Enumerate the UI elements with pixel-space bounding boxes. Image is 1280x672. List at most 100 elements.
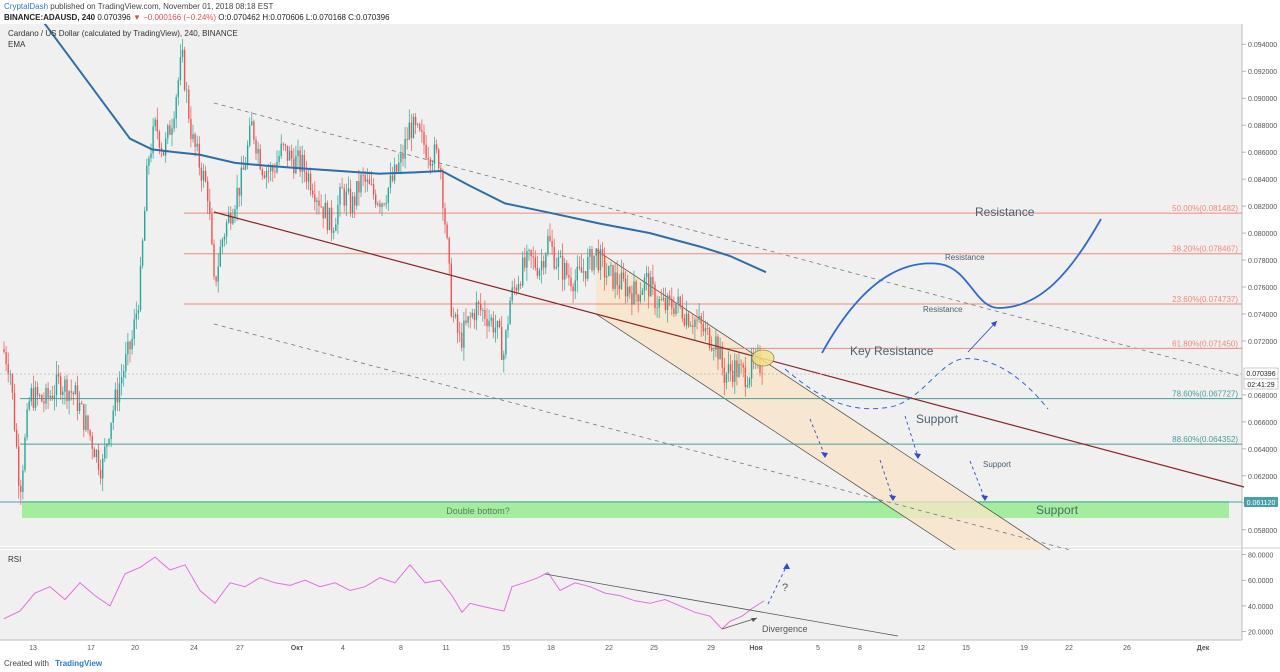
candle-body <box>486 318 488 327</box>
candle-body <box>687 313 690 327</box>
candle-body <box>72 392 74 395</box>
candle-body <box>402 153 404 159</box>
candle-body <box>55 373 58 396</box>
candle-body <box>599 249 602 271</box>
candle-body <box>234 209 236 218</box>
candle-body <box>368 179 371 185</box>
rsi-support-arrow-head <box>751 618 757 622</box>
candle-body <box>660 299 662 300</box>
candle-body <box>750 356 753 379</box>
candle-body <box>671 298 673 309</box>
candle-body <box>225 222 228 237</box>
candle-body <box>706 327 709 329</box>
candle-body <box>169 125 171 135</box>
candle-body <box>219 246 221 267</box>
bullish-scenario-curve <box>821 218 1102 354</box>
candle-body <box>461 332 463 348</box>
candle-body <box>484 310 486 319</box>
candle-body <box>297 150 299 157</box>
candle-body <box>429 159 431 166</box>
candle-body <box>435 144 438 150</box>
candle-body <box>444 208 446 225</box>
candle-body <box>612 265 614 289</box>
candle-body <box>694 319 696 328</box>
countdown-tag <box>1243 378 1279 390</box>
tradingview-logo-link[interactable]: TradingView <box>55 659 103 668</box>
time-tick-label: 5 <box>816 645 820 652</box>
time-tick-label: Ноя <box>749 645 762 652</box>
candle-body <box>60 376 62 395</box>
candle-body <box>106 443 108 447</box>
candle-body <box>349 188 352 213</box>
candle-body <box>171 128 173 135</box>
candle-body <box>650 277 652 297</box>
candle-body <box>257 148 259 154</box>
candle-body <box>351 196 354 213</box>
candle-body <box>641 290 644 295</box>
candle-body <box>209 201 211 215</box>
candle-body <box>152 126 154 154</box>
candle-body <box>328 207 331 231</box>
candle-body <box>519 284 522 286</box>
candle-body <box>288 150 291 161</box>
candle-body <box>410 122 413 138</box>
candle-body <box>633 281 635 305</box>
candle-body <box>64 379 66 392</box>
candle-body <box>267 171 270 172</box>
candle-body <box>696 319 698 321</box>
candle-body <box>354 196 356 206</box>
chart-area[interactable]: Double bottom? Support 50.00%(0.081482) 3… <box>0 16 1280 656</box>
author-link[interactable]: CryptalDash <box>4 2 49 11</box>
candle-body <box>492 317 494 333</box>
candle-body <box>148 158 150 166</box>
price-tick-label: 0.086000 <box>1248 150 1277 157</box>
candle-body <box>534 257 536 268</box>
candle-body <box>24 437 26 471</box>
candle-body <box>727 364 730 374</box>
candle-body <box>509 300 511 325</box>
fib-label: 88.60%(0.064352) <box>1172 435 1238 444</box>
candle-body <box>299 150 301 172</box>
price-tick-label: 0.080000 <box>1248 231 1277 238</box>
candle-body <box>93 448 95 458</box>
time-tick-label: 17 <box>87 645 95 652</box>
rsi-up-arrow-head <box>783 563 790 569</box>
candle-body <box>335 224 337 231</box>
candle-body <box>608 265 610 276</box>
candle-body <box>47 388 49 398</box>
candle-body <box>156 119 158 132</box>
time-tick-label: 25 <box>650 645 658 652</box>
candle-body <box>74 385 77 395</box>
price-tick-label: 0.084000 <box>1248 177 1277 184</box>
candle-body <box>433 144 436 165</box>
candle-body <box>186 89 188 91</box>
candle-body <box>95 450 98 458</box>
candle-body <box>498 320 501 327</box>
candle-body <box>627 286 629 297</box>
candle-body <box>326 202 329 231</box>
time-tick-label: 29 <box>707 645 715 652</box>
candle-body <box>517 284 520 291</box>
candle-body <box>307 173 310 182</box>
candle-body <box>26 409 28 438</box>
candle-body <box>431 164 434 166</box>
candle-body <box>648 273 650 297</box>
candle-body <box>13 392 16 430</box>
candle-body <box>446 224 448 238</box>
price-tick-label: 0.068000 <box>1248 393 1277 400</box>
candle-body <box>114 389 116 411</box>
candle-body <box>711 348 713 351</box>
candle-body <box>425 144 427 158</box>
last-price-tag-text: 0.070396 <box>1246 371 1275 378</box>
support-price-tag <box>1244 497 1278 507</box>
candle-body <box>578 266 581 268</box>
candle-body <box>450 263 452 317</box>
candle-body <box>221 239 224 247</box>
resistance-big-label: Resistance <box>975 205 1035 219</box>
fib-label: 23.60%(0.074737) <box>1172 295 1238 304</box>
price-chart-svg[interactable]: Double bottom? Support 50.00%(0.081482) 3… <box>0 16 1280 656</box>
last-price: 0.070396 <box>97 13 131 22</box>
created-with-text: Created with <box>4 659 49 668</box>
candle-body <box>561 255 564 280</box>
candle-body <box>740 363 742 365</box>
